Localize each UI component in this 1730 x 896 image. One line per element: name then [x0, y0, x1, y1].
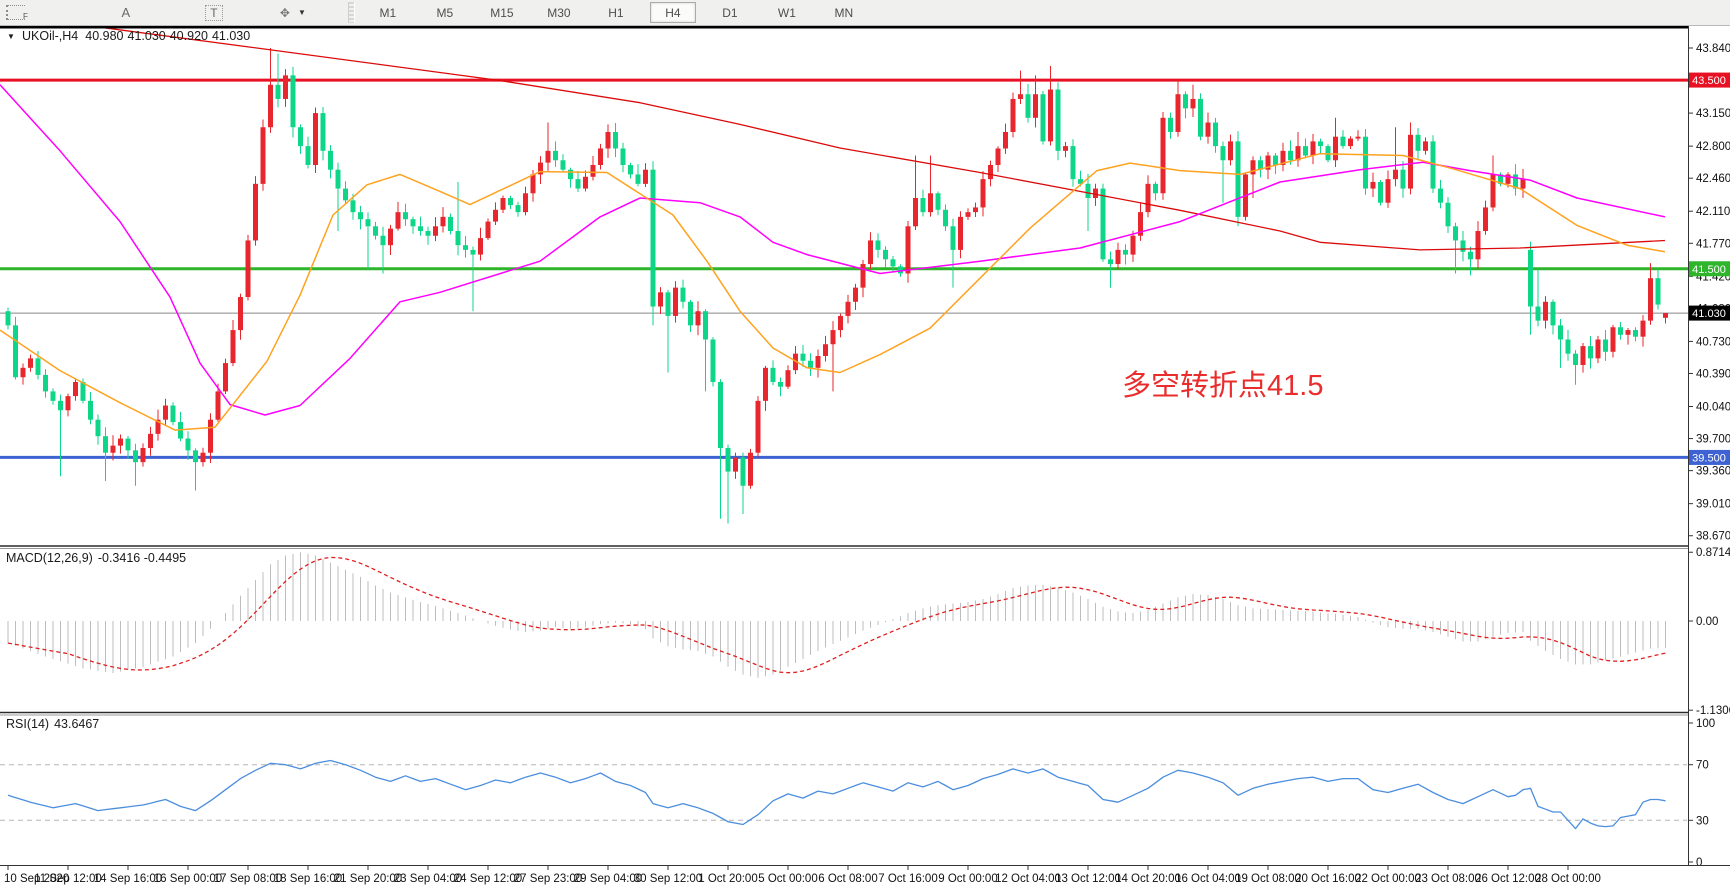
svg-text:41.770: 41.770 — [1696, 238, 1730, 250]
moving-averages-layer — [0, 28, 1666, 431]
fibonacci-icon — [6, 5, 25, 20]
svg-text:30: 30 — [1696, 815, 1709, 827]
svg-text:39.360: 39.360 — [1696, 466, 1730, 478]
time-axis-label: 9 Oct 00:00 — [938, 873, 997, 885]
toolbar-separator — [347, 2, 355, 23]
chart-title: UKOil-,H4 40.980 41.030 40.920 41.030 — [22, 29, 250, 43]
time-axis-label: 7 Oct 16:00 — [878, 873, 937, 885]
macd-layer — [7, 552, 1666, 678]
time-axis-label: 19 Oct 08:00 — [1235, 873, 1301, 885]
timeframe-button-mn[interactable]: MN — [821, 2, 867, 23]
text-label-icon: T — [205, 4, 223, 21]
timeframe-button-h4[interactable]: H4 — [649, 2, 696, 23]
svg-text:0.8714: 0.8714 — [1696, 547, 1730, 559]
svg-text:-1.1306: -1.1306 — [1696, 705, 1730, 717]
svg-text:40.040: 40.040 — [1696, 401, 1730, 413]
timeframe-button-d1[interactable]: D1 — [707, 2, 753, 23]
toolbar: F A T ✥ ▼ M1 M5 M15 M30 H1 H4 D1 W1 MN — [0, 0, 1730, 26]
ma-slow-red — [100, 28, 1666, 251]
time-axis-label: 30 Sep 12:00 — [634, 873, 702, 885]
svg-text:38.670: 38.670 — [1696, 531, 1730, 543]
price-badge-support-line — [1689, 449, 1730, 465]
time-axis-label: 27 Sep 23:00 — [514, 873, 582, 885]
arrow-objects-button[interactable]: ✥ ▼ — [276, 2, 310, 23]
timeframe-button-m15[interactable]: M15 — [479, 2, 525, 23]
chart-area: 43.840 43.150 42.800 42.460 42.110 41.770 41.4… — [0, 26, 1730, 896]
time-axis-label: 28 Oct 00:00 — [1535, 873, 1601, 885]
time-axis-label: 21 Sep 20:00 — [334, 873, 402, 885]
time-axis-label: 16 Oct 04:00 — [1175, 873, 1241, 885]
candlesticks-layer — [5, 48, 1668, 524]
svg-text:40.730: 40.730 — [1696, 336, 1730, 348]
time-axis-label: 22 Oct 00:00 — [1355, 873, 1421, 885]
text-tool-button[interactable]: A — [112, 2, 140, 23]
svg-text:43.150: 43.150 — [1696, 108, 1730, 120]
main-chart-panel[interactable] — [0, 28, 1688, 546]
svg-text:39.700: 39.700 — [1696, 434, 1730, 446]
time-axis-label: 13 Oct 12:00 — [1055, 873, 1121, 885]
ma-mid-magenta — [0, 84, 1666, 416]
fibonacci-icon-letter: F — [23, 12, 28, 21]
time-axis-label: 10 Sep 2020 — [4, 873, 69, 885]
time-axis[interactable] — [0, 866, 1730, 891]
text-tool-icon: A — [121, 5, 131, 20]
horizontal-levels-layer — [0, 78, 1688, 459]
svg-text:39.010: 39.010 — [1696, 499, 1730, 511]
macd-panel[interactable] — [0, 549, 1688, 711]
svg-text:40.390: 40.390 — [1696, 368, 1730, 380]
time-axis-label: 6 Oct 08:00 — [818, 873, 877, 885]
ma-fast-orange — [0, 152, 1666, 431]
time-axis-label: 17 Sep 08:00 — [214, 873, 282, 885]
annotation-text: 多空转折点41.5 — [1122, 369, 1323, 402]
svg-text:0: 0 — [1696, 857, 1702, 869]
time-axis-label: 14 Oct 20:00 — [1115, 873, 1181, 885]
price-scale[interactable] — [1689, 26, 1730, 865]
timeframe-button-h1[interactable]: H1 — [593, 2, 639, 23]
chevron-down-icon: ▼ — [297, 8, 306, 17]
time-axis-label: 24 Sep 12:00 — [454, 873, 522, 885]
svg-text:41.500: 41.500 — [1692, 264, 1726, 276]
svg-text:42.110: 42.110 — [1696, 206, 1730, 218]
svg-text:43.500: 43.500 — [1692, 75, 1726, 87]
symbol-dropdown-icon[interactable]: ▼ — [7, 32, 15, 41]
svg-text:100: 100 — [1696, 718, 1715, 730]
macd-label: MACD(12,26,9) -0.3416 -0.4495 — [6, 551, 186, 565]
time-axis-label: 20 Oct 16:00 — [1295, 873, 1361, 885]
timeframe-button-m5[interactable]: M5 — [422, 2, 468, 23]
price-badge-pivot-line — [1689, 261, 1730, 277]
time-axis-label: 23 Sep 04:00 — [394, 873, 462, 885]
time-axis-label: 23 Oct 08:00 — [1415, 873, 1481, 885]
svg-text:70: 70 — [1696, 760, 1709, 772]
price-badge-resistance-line — [1689, 72, 1730, 88]
svg-text:42.460: 42.460 — [1696, 173, 1730, 185]
time-axis-label: 16 Sep 00:00 — [154, 873, 222, 885]
svg-text:42.800: 42.800 — [1696, 141, 1730, 153]
rsi-layer — [0, 759, 1687, 830]
time-axis-label: 11 Sep 12:00 — [34, 873, 102, 885]
time-axis-label: 26 Oct 12:00 — [1475, 873, 1541, 885]
fibonacci-tool-button[interactable]: F — [2, 2, 34, 23]
svg-text:39.500: 39.500 — [1692, 452, 1726, 464]
svg-text:43.840: 43.840 — [1696, 43, 1730, 55]
time-axis-label: 14 Sep 16:00 — [94, 873, 162, 885]
timeframe-button-m30[interactable]: M30 — [536, 2, 582, 23]
timeframe-group: M1 M5 M15 M30 H1 H4 D1 W1 MN — [365, 2, 878, 23]
arrow-objects-icon: ✥ — [279, 5, 290, 20]
time-axis-label: 18 Sep 16:00 — [274, 873, 342, 885]
time-axis-label: 12 Oct 04:00 — [995, 873, 1061, 885]
text-label-tool-button[interactable]: T — [200, 2, 228, 23]
svg-text:41.030: 41.030 — [1692, 308, 1726, 320]
panel-borders-layer — [0, 26, 1730, 866]
time-axis-label: 1 Oct 20:00 — [698, 873, 757, 885]
time-axis-label: 29 Sep 04:00 — [574, 873, 642, 885]
time-axis-label: 5 Oct 00:00 — [758, 873, 817, 885]
price-badge-current-price-line — [1689, 305, 1730, 321]
timeframe-button-w1[interactable]: W1 — [764, 2, 810, 23]
timeframe-button-m1[interactable]: M1 — [365, 2, 411, 23]
rsi-label: RSI(14) 43.6467 — [6, 717, 99, 731]
price-scale-labels-layer: 43.84043.15042.80042.46042.11041.77041.4… — [1688, 43, 1730, 869]
svg-text:0.00: 0.00 — [1696, 616, 1718, 628]
